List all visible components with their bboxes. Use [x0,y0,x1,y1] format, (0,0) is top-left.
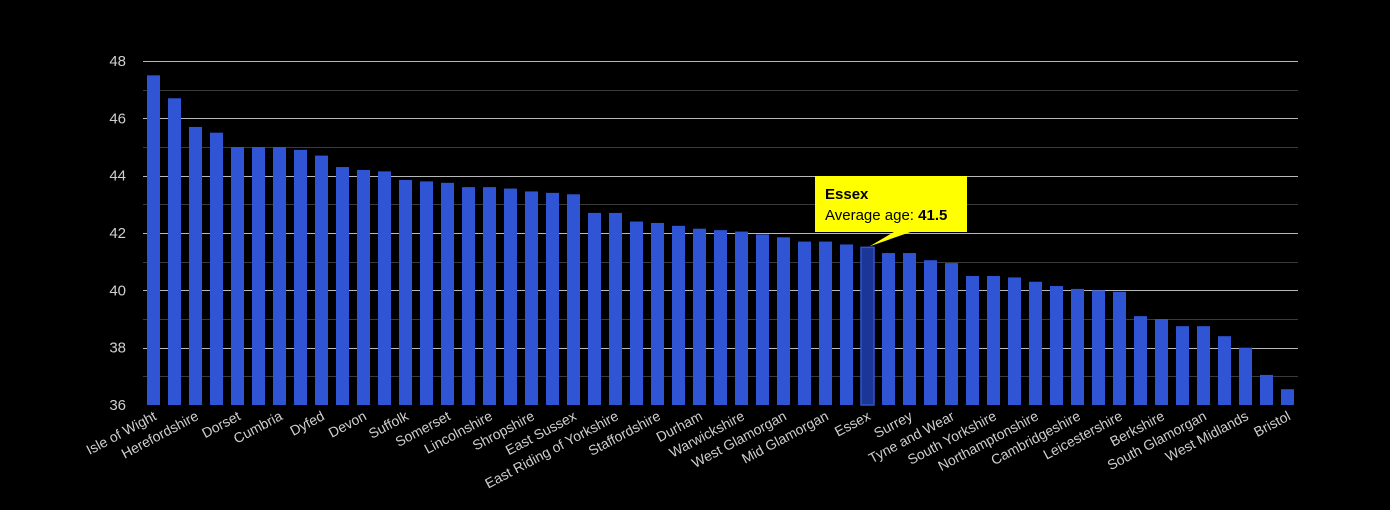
bar [1154,319,1169,405]
y-tick-label: 42 [109,225,126,242]
bar [1196,326,1211,405]
y-tick-label: 44 [109,168,126,185]
bar [503,188,518,405]
bar [188,126,203,405]
bar [755,234,770,405]
bar [797,241,812,405]
bar [1280,389,1295,405]
bar [944,263,959,405]
bar [524,191,539,405]
bar [293,149,308,405]
bar [167,98,182,406]
tooltip-value-line: Average age: 41.5 [825,207,947,224]
bar [335,167,350,405]
bar [629,221,644,405]
bar [230,147,245,405]
bar [251,147,266,405]
bars [146,75,1295,406]
bar [713,230,728,405]
bar [419,181,434,405]
x-tick-label: Dyfed [287,408,327,439]
tooltip-box [815,176,967,232]
bar [1133,316,1148,405]
bar [902,253,917,405]
bar [734,231,749,405]
bar [356,169,371,405]
y-tick-label: 38 [109,340,126,357]
bar [482,187,497,405]
y-tick-label: 48 [109,53,126,70]
y-tick-label: 46 [109,110,126,127]
bar [1217,336,1232,405]
bar [461,187,476,405]
bar [587,212,602,405]
x-tick-label: Cumbria [231,407,285,446]
bar [776,237,791,405]
bar [818,241,833,405]
bar [965,276,980,405]
y-tick-label: 40 [109,282,126,299]
bar [986,276,1001,405]
bar [1049,286,1064,405]
bar [671,225,686,405]
bar [608,212,623,405]
bar [377,171,392,405]
bar [209,132,224,405]
x-tick-label: Devon [326,408,369,441]
bar [1238,347,1253,405]
bar [1091,290,1106,405]
bar [146,75,161,405]
bar [650,222,665,405]
tooltip: Essex Average age: 41.5 [815,176,967,247]
bar [566,194,581,405]
bar [1175,326,1190,405]
tooltip-pointer [869,231,914,247]
bar [860,246,875,406]
bar [398,179,413,405]
bar [440,182,455,405]
y-axis-ticks: 36 38 40 42 44 46 48 [109,53,126,414]
bar [1259,374,1274,405]
bar [314,155,329,405]
bar [923,260,938,405]
bar [839,244,854,405]
bar [1007,277,1022,405]
bar [1070,288,1085,405]
y-tick-label: 36 [109,397,126,414]
tooltip-label: Average age: [825,207,918,224]
x-tick-label: Bristol [1251,408,1293,440]
bar [881,253,896,405]
bar [545,192,560,405]
tooltip-value: 41.5 [918,207,947,224]
bar [1112,291,1127,405]
bar [1028,281,1043,405]
x-tick-label: Essex [832,408,873,440]
bar [272,147,287,405]
bar [692,228,707,405]
tooltip-title: Essex [825,186,869,203]
